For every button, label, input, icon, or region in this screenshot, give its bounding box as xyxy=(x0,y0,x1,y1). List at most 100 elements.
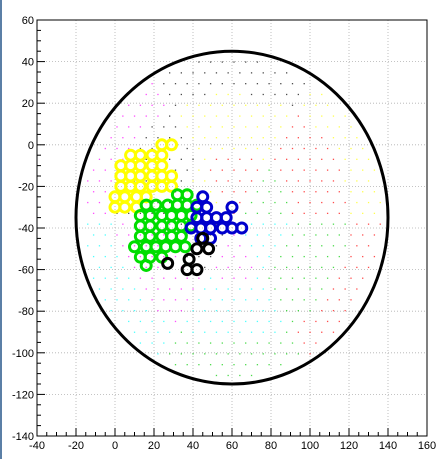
background-dot xyxy=(98,201,101,204)
background-dot xyxy=(245,169,247,171)
background-dot xyxy=(92,255,95,258)
y-tick-label: -80 xyxy=(18,306,34,318)
background-dot xyxy=(122,223,124,225)
background-dot xyxy=(145,331,147,333)
background-dot xyxy=(215,115,218,117)
x-tick-label: 0 xyxy=(112,440,118,452)
background-dot xyxy=(297,158,299,160)
background-dot xyxy=(163,320,165,323)
background-dot xyxy=(209,234,212,236)
background-dot xyxy=(192,288,194,290)
background-dot xyxy=(362,191,364,193)
background-dot xyxy=(309,180,311,182)
background-dot xyxy=(215,245,218,247)
background-dot xyxy=(215,201,218,204)
background-dot xyxy=(116,299,118,301)
background-dot xyxy=(227,309,229,312)
background-dot xyxy=(286,353,288,355)
background-dot xyxy=(169,137,171,139)
background-dot xyxy=(245,83,247,85)
background-dot xyxy=(221,104,223,106)
background-dot xyxy=(128,299,130,301)
data-point xyxy=(139,258,153,272)
background-dot xyxy=(297,180,299,182)
background-dot xyxy=(174,255,177,258)
background-dot xyxy=(209,147,212,150)
background-dot xyxy=(180,72,182,74)
background-dot xyxy=(332,201,335,204)
x-tick-label: -40 xyxy=(29,440,45,452)
background-dot xyxy=(186,147,188,150)
background-dot xyxy=(256,83,259,85)
background-dot xyxy=(321,331,323,333)
background-dot xyxy=(139,147,142,150)
background-dot xyxy=(373,234,376,236)
background-dot xyxy=(157,115,159,117)
background-dot xyxy=(303,83,305,85)
background-dot xyxy=(286,158,288,160)
background-dot xyxy=(221,277,223,279)
background-dot xyxy=(256,212,259,215)
background-dot xyxy=(344,288,346,290)
background-dot xyxy=(192,331,194,333)
background-dot xyxy=(280,320,282,323)
background-dot xyxy=(274,72,276,74)
background-dot xyxy=(321,115,323,117)
background-dot xyxy=(309,158,311,160)
background-dot xyxy=(245,147,247,150)
background-dot xyxy=(245,277,247,279)
background-dot xyxy=(321,137,323,139)
background-dot xyxy=(186,126,188,128)
background-dot xyxy=(104,277,106,279)
background-dot xyxy=(309,223,311,225)
background-dot xyxy=(250,72,253,74)
x-tick-label: 160 xyxy=(418,440,436,452)
data-point xyxy=(178,240,192,254)
background-dot xyxy=(87,245,89,247)
background-dot xyxy=(215,93,218,96)
background-dot xyxy=(245,234,247,236)
background-dot xyxy=(233,234,235,236)
x-tick-label: 100 xyxy=(301,440,319,452)
background-dot xyxy=(286,93,288,96)
background-dot xyxy=(128,104,130,106)
x-tick-label: -20 xyxy=(68,440,84,452)
background-dot xyxy=(303,234,305,236)
background-dot xyxy=(169,288,171,290)
background-dot xyxy=(169,115,171,117)
background-dot xyxy=(104,212,106,215)
background-dot xyxy=(198,147,200,150)
data-point xyxy=(139,190,153,204)
background-dot xyxy=(309,353,311,355)
background-dot xyxy=(221,364,223,366)
background-dot xyxy=(239,288,241,290)
background-dot xyxy=(169,353,171,355)
background-dot xyxy=(274,353,276,355)
background-dot xyxy=(280,364,282,366)
background-dot xyxy=(315,104,317,106)
background-dot xyxy=(239,353,241,355)
background-dot xyxy=(198,126,200,128)
background-dot xyxy=(204,288,206,290)
background-dot xyxy=(350,277,352,279)
background-dot xyxy=(309,115,311,117)
background-dot xyxy=(297,245,299,247)
background-dot xyxy=(256,299,259,301)
background-dot xyxy=(362,147,364,150)
background-dot xyxy=(116,126,118,128)
background-dot xyxy=(309,245,311,247)
background-dot xyxy=(250,180,253,182)
background-dot xyxy=(151,320,153,323)
background-dot xyxy=(174,126,177,128)
background-dot xyxy=(280,126,282,128)
background-dot xyxy=(350,299,352,301)
background-dot xyxy=(291,320,294,323)
background-dot xyxy=(303,299,305,301)
background-dot xyxy=(268,169,270,171)
background-dot xyxy=(245,61,247,63)
background-dot xyxy=(139,255,142,258)
background-dot xyxy=(286,72,288,74)
background-dot xyxy=(98,223,101,225)
background-dot xyxy=(321,93,323,96)
background-dot xyxy=(321,266,323,269)
